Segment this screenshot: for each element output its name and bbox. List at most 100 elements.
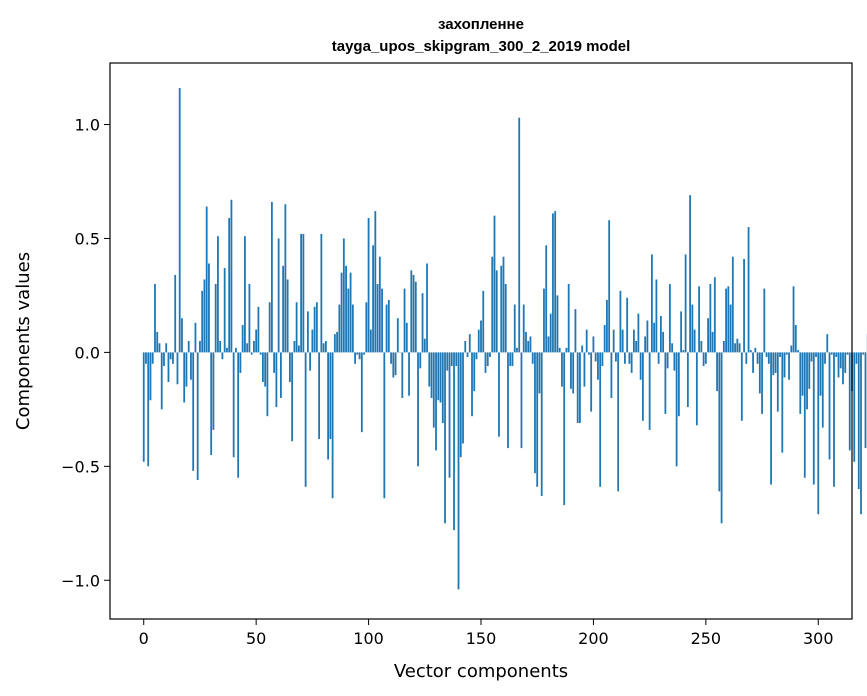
bar-5 xyxy=(154,284,156,353)
bar-188 xyxy=(565,347,568,353)
bar-179 xyxy=(545,245,548,353)
bar-305 xyxy=(828,352,831,460)
bar-291 xyxy=(797,350,799,353)
bar-107 xyxy=(383,352,386,499)
bar-308 xyxy=(835,352,838,357)
bar-15 xyxy=(176,352,179,385)
bar-85 xyxy=(333,334,336,353)
bar-132 xyxy=(439,352,442,403)
bar-77 xyxy=(315,302,318,353)
bar-295 xyxy=(806,352,808,410)
bar-256 xyxy=(718,352,721,492)
bar-14 xyxy=(174,274,177,353)
bar-216 xyxy=(628,352,631,364)
bar-36 xyxy=(223,268,226,353)
bar-80 xyxy=(322,343,325,353)
bar-260 xyxy=(727,286,730,353)
bar-236 xyxy=(673,352,676,371)
bar-28 xyxy=(205,206,208,353)
bar-209 xyxy=(612,329,615,353)
bar-64 xyxy=(286,279,289,353)
bar-317 xyxy=(855,352,858,364)
bar-30 xyxy=(210,352,213,455)
bar-319 xyxy=(860,352,862,515)
bar-237 xyxy=(675,352,678,467)
bar-116 xyxy=(403,288,406,353)
bar-50 xyxy=(255,329,258,353)
bar-263 xyxy=(734,343,736,353)
bar-4 xyxy=(151,352,154,364)
bar-0 xyxy=(142,352,145,462)
bar-128 xyxy=(430,352,433,398)
bar-53 xyxy=(262,352,264,383)
bar-309 xyxy=(837,352,840,378)
bar-298 xyxy=(812,352,815,485)
bar-215 xyxy=(626,297,629,353)
bar-46 xyxy=(246,343,249,353)
bar-266 xyxy=(740,352,743,421)
bar-286 xyxy=(785,352,788,355)
bar-300 xyxy=(817,352,820,515)
bar-184 xyxy=(556,295,559,353)
bar-306 xyxy=(830,352,833,355)
bar-271 xyxy=(752,352,754,373)
bar-51 xyxy=(257,306,260,353)
bar-137 xyxy=(450,352,453,367)
bar-68 xyxy=(295,302,298,353)
bar-304 xyxy=(826,334,829,353)
bar-97 xyxy=(360,352,363,433)
bar-158 xyxy=(498,352,500,437)
bar-264 xyxy=(736,338,739,353)
bar-214 xyxy=(624,352,626,364)
bar-52 xyxy=(259,352,262,355)
bar-212 xyxy=(619,290,622,353)
bar-265 xyxy=(738,343,741,353)
bar-174 xyxy=(534,352,536,474)
bar-182 xyxy=(552,213,554,353)
bar-235 xyxy=(671,343,674,353)
bar-78 xyxy=(318,352,321,439)
bar-316 xyxy=(853,352,856,462)
bar-84 xyxy=(331,352,334,499)
bar-42 xyxy=(237,352,240,478)
bar-262 xyxy=(731,256,734,353)
bar-288 xyxy=(790,345,793,353)
bar-302 xyxy=(821,352,824,428)
bar-187 xyxy=(563,352,566,506)
bar-242 xyxy=(686,352,689,408)
bar-140 xyxy=(457,352,460,590)
bar-111 xyxy=(392,352,395,378)
bar-273 xyxy=(756,352,759,364)
bar-126 xyxy=(426,263,428,353)
bar-165 xyxy=(513,304,516,353)
bar-56 xyxy=(268,302,271,353)
bar-123 xyxy=(419,352,422,369)
bar-189 xyxy=(567,284,570,353)
bar-39 xyxy=(230,199,233,353)
bar-109 xyxy=(387,299,390,353)
bar-285 xyxy=(783,352,786,378)
bar-224 xyxy=(646,320,649,353)
bar-82 xyxy=(327,352,329,460)
bar-35 xyxy=(221,352,224,360)
bar-98 xyxy=(363,352,365,355)
bar-147 xyxy=(473,352,476,392)
x-tick-label: 250 xyxy=(691,629,722,648)
bar-20 xyxy=(187,341,190,353)
bar-13 xyxy=(172,352,174,364)
bar-279 xyxy=(770,352,772,485)
bar-152 xyxy=(484,352,487,373)
bar-297 xyxy=(810,352,813,362)
bar-213 xyxy=(621,329,624,353)
bar-239 xyxy=(680,311,683,353)
x-tick-label: 200 xyxy=(578,629,609,648)
bar-91 xyxy=(347,288,350,353)
bar-240 xyxy=(682,350,685,353)
bar-146 xyxy=(471,352,473,417)
bar-321 xyxy=(864,352,867,449)
bar-101 xyxy=(369,329,372,353)
bar-150 xyxy=(480,320,482,353)
bar-171 xyxy=(527,341,530,353)
bar-135 xyxy=(446,352,449,371)
bar-59 xyxy=(275,352,278,408)
